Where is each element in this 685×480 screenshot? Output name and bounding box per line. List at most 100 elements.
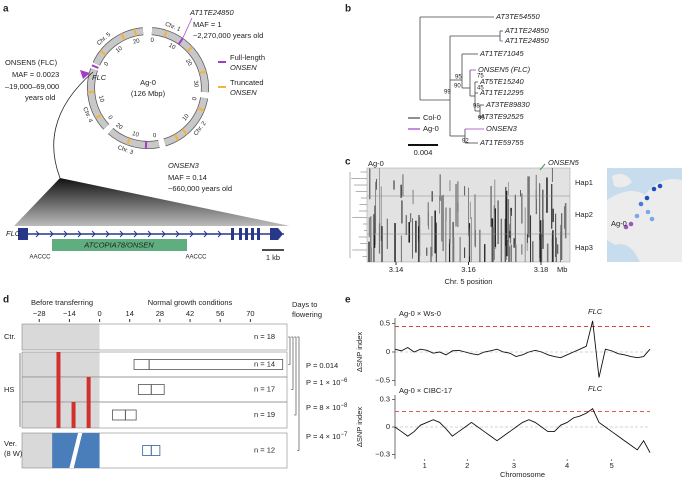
n-label: n = 17 (254, 384, 275, 393)
chart-title: Ag-0 × CIBC-17 (399, 386, 452, 395)
support-value: 45 (477, 86, 484, 92)
insertion-full (91, 64, 99, 69)
x-tick-label: 0 (97, 309, 101, 318)
legend-label: Truncated (230, 78, 264, 87)
legend-label: Ag-0 (423, 124, 439, 133)
insertion-truncated (133, 28, 137, 37)
n-label: n = 18 (254, 332, 275, 341)
decoration (35, 230, 40, 238)
p-value: P = 1 × 10−6 (306, 378, 348, 387)
genome-size: (126 Mbp) (131, 89, 166, 98)
y-tick-label: 0 (386, 347, 390, 356)
repeat-label: AACCC (185, 255, 207, 261)
p-value: P = 4 × 10−7 (306, 432, 348, 441)
decoration (21, 323, 288, 351)
decoration (217, 230, 222, 238)
x-tick-label: 56 (216, 309, 224, 318)
decoration (56, 377, 61, 402)
haplotype-label: Hap1 (575, 178, 593, 187)
chromosome-arc (87, 68, 109, 130)
p-value-text: P = 8 × 10 (306, 403, 340, 412)
insertion-truncated (126, 137, 131, 146)
decoration (645, 209, 651, 215)
decoration (86, 377, 91, 402)
x-tick-label: 5 (610, 461, 614, 470)
x-tick-label: 28 (156, 309, 164, 318)
te-maf: MAF = 0.0023 (12, 70, 59, 79)
header: Days to (292, 300, 317, 309)
decoration (651, 186, 657, 192)
annotation: FLC (588, 307, 603, 316)
panel-label: e (345, 295, 351, 306)
insertion-truncated (163, 30, 168, 38)
chromosome-tick: 10 (115, 45, 124, 54)
chromosome-label: Chr. 1 (164, 22, 182, 34)
decoration (49, 230, 54, 238)
decoration (297, 336, 300, 451)
decoration (91, 230, 96, 238)
te-label: ONSEN5 (548, 158, 580, 167)
leaf-label: AT1TE24850 (504, 26, 549, 35)
decoration (189, 230, 194, 238)
legend-label: ONSEN (230, 88, 257, 97)
x-tick-label: 14 (126, 309, 134, 318)
decoration (288, 336, 291, 365)
decoration (80, 70, 90, 79)
decoration (52, 239, 187, 251)
support-value: 90 (454, 84, 461, 90)
x-tick-label: 2 (465, 461, 469, 470)
chromosome-tick: 10 (131, 131, 140, 139)
chromosome-tick: 20 (133, 38, 142, 46)
te-age: –19,000–69,000 (5, 82, 59, 91)
header: Before transferring (31, 298, 93, 307)
group-label: Ctr. (4, 332, 16, 341)
leaf-label: AT1TE24850 (504, 36, 549, 45)
chromosome-tick: 10 (167, 43, 176, 52)
decoration (21, 401, 288, 429)
decoration (539, 163, 546, 171)
decoration (22, 324, 100, 350)
snp-line (394, 408, 651, 453)
insertion-name: ATCOPIA78/ONSEN (83, 240, 154, 249)
decoration (245, 228, 248, 240)
decoration (270, 228, 283, 240)
p-value-exponent: −8 (340, 403, 348, 409)
support-value: 98 (473, 104, 480, 110)
insertion-truncated (99, 49, 107, 56)
p-value-exponent: −7 (340, 432, 348, 438)
p-value: P = 8 × 10−8 (306, 403, 348, 412)
chromosome-arc (93, 27, 144, 66)
support-value: 95 (455, 75, 462, 81)
legend-label: Full-length (230, 53, 265, 62)
te-age: ~660,000 years old (168, 184, 232, 193)
decoration (638, 201, 644, 207)
leaf-label: AT3TE54550 (495, 12, 540, 21)
decoration (63, 230, 68, 238)
te-age: years old (25, 93, 55, 102)
te-name: AT1TE24850 (189, 8, 234, 17)
te-name: ONSEN3 (168, 161, 200, 170)
decoration (77, 230, 82, 238)
decoration (291, 336, 294, 390)
x-tick-label: −28 (33, 309, 46, 318)
insertion-truncated (120, 33, 126, 41)
chromosome-tick: 10 (182, 113, 191, 122)
insertion-truncated (186, 46, 193, 53)
x-tick-label: 1 (423, 461, 427, 470)
decoration (105, 230, 110, 238)
chromosome-tick: 0 (150, 38, 155, 44)
n-label: n = 12 (254, 445, 275, 454)
x-tick-label: 42 (186, 309, 194, 318)
haplotype-label: Hap2 (575, 210, 593, 219)
p-value-text: P = 1 × 10 (306, 378, 340, 387)
leaf-label: AT1TE59755 (479, 138, 524, 147)
chromosome-arc (151, 27, 209, 93)
y-tick-label: −0.5 (375, 375, 390, 384)
te-name: ONSEN5 (FLC) (5, 58, 58, 67)
repeat-label: AACCC (29, 255, 51, 261)
chromosome-label: Chr. 3 (117, 145, 135, 156)
insertion-truncated (173, 133, 180, 141)
x-unit: Mb (557, 265, 567, 274)
decoration (161, 230, 166, 238)
y-tick-label: 0 (386, 422, 390, 431)
